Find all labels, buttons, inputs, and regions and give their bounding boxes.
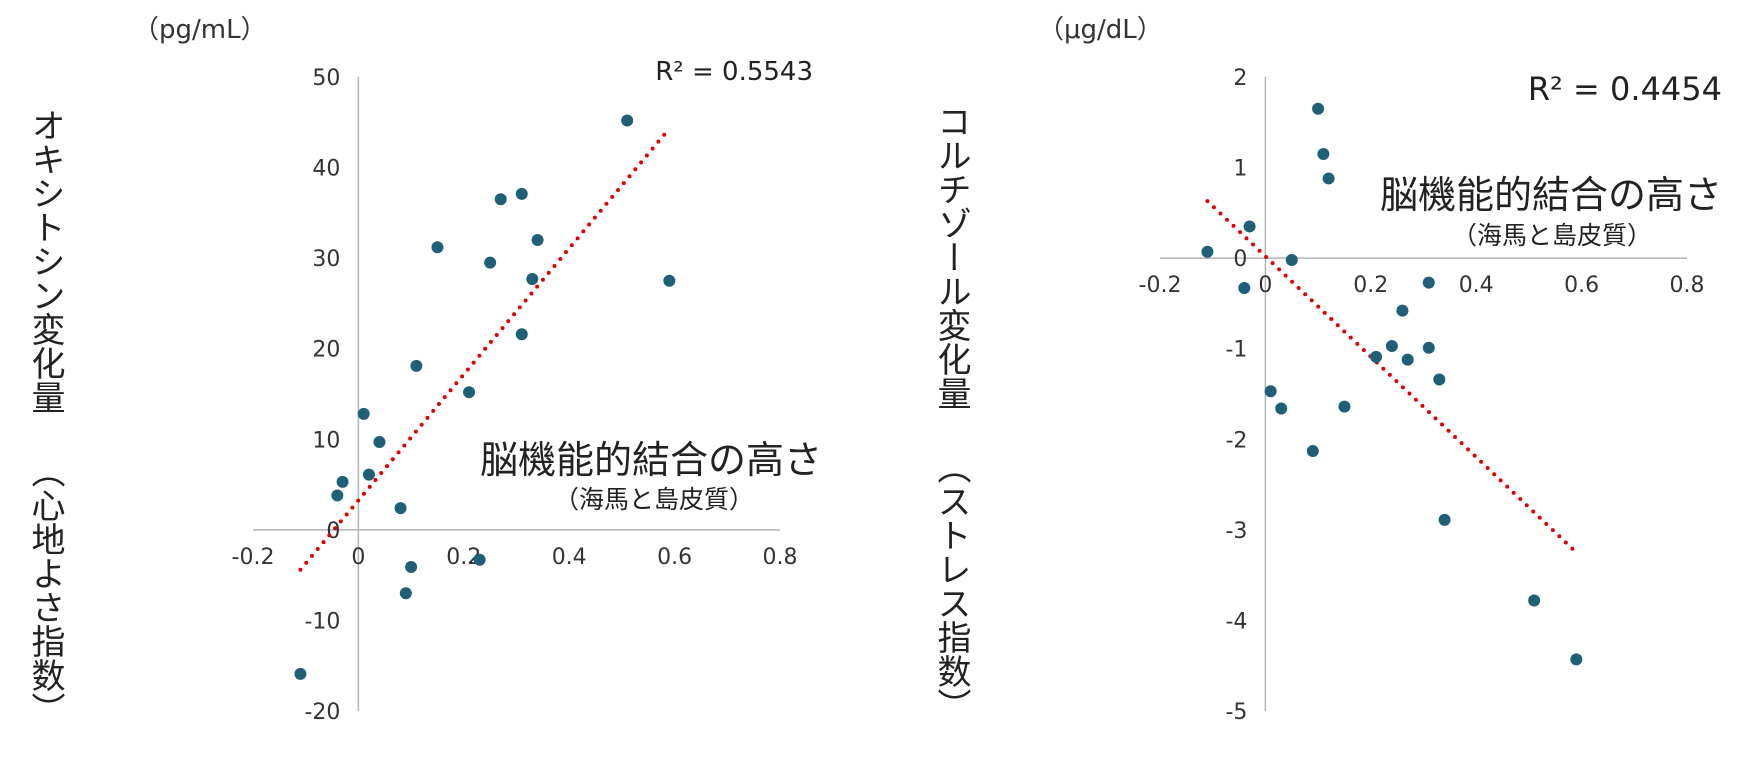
oxytocin-x-axis-title: 脳機能的結合の高さ [480, 438, 822, 482]
oxytocin-y-axis-title: オキシトシン変化量 （心地よさ指数） [25, 108, 65, 726]
cortisol-r2-label: R² = 0.4454 [1528, 70, 1722, 108]
cortisol-y-tick-label: -1 [1225, 338, 1247, 363]
cortisol-x-tick-label: 0.6 [1564, 273, 1599, 298]
cortisol-y-tick-label: 2 [1233, 66, 1247, 91]
oxytocin-data-point [405, 560, 418, 573]
oxytocin-x-tick-label: -0.2 [232, 545, 275, 570]
oxytocin-x-tick-label: 0.8 [763, 545, 798, 570]
cortisol-x-axis-title: 脳機能的結合の高さ [1380, 173, 1722, 217]
cortisol-y-tick-label: -2 [1225, 428, 1247, 453]
cortisol-x-tick-label: -0.2 [1139, 273, 1182, 298]
cortisol-data-point [1275, 402, 1288, 415]
cortisol-data-point [1396, 304, 1409, 317]
cortisol-data-point [1438, 513, 1451, 526]
oxytocin-y-tick-label: 40 [312, 157, 340, 182]
cortisol-x-tick-label: 0.2 [1353, 273, 1388, 298]
cortisol-data-point [1243, 220, 1256, 233]
oxytocin-data-point [663, 274, 676, 287]
oxytocin-x-tick-label: 0.6 [657, 545, 692, 570]
cortisol-y-tick-label: -3 [1225, 519, 1247, 544]
cortisol-data-point [1370, 350, 1383, 363]
oxytocin-data-point [515, 187, 528, 200]
oxytocin-y-tick-label: 0 [326, 519, 340, 544]
cortisol-data-point [1238, 282, 1251, 295]
cortisol-data-point [1401, 353, 1414, 366]
cortisol-y-tick-label: -4 [1225, 609, 1247, 634]
cortisol-data-point [1201, 245, 1214, 258]
oxytocin-r2-label: R² = 0.5543 [655, 57, 813, 87]
oxytocin-data-point [621, 114, 634, 127]
cortisol-y-tick-label: -5 [1225, 700, 1247, 725]
cortisol-x-axis-subtitle: （海馬と島皮質） [1452, 221, 1652, 250]
oxytocin-data-point [431, 241, 444, 254]
oxytocin-x-axis-subtitle: （海馬と島皮質） [554, 485, 754, 514]
oxytocin-data-point [463, 386, 476, 399]
cortisol-tick-labels: -0.2 0 0.2 0.4 0.6 0.8 2 1 0 -1 -2 -3 -4 -5 [1139, 66, 1705, 725]
oxytocin-y-tick-label: 50 [312, 66, 340, 91]
oxytocin-data-point [473, 553, 486, 566]
cortisol-data-point [1385, 339, 1398, 352]
oxytocin-data-point [357, 407, 370, 420]
oxytocin-data-point [399, 587, 412, 600]
cortisol-data-point [1285, 253, 1298, 266]
oxytocin-axes [253, 77, 780, 711]
oxytocin-x-tick-label: 0.4 [552, 545, 587, 570]
oxytocin-data-point [531, 234, 544, 247]
oxytocin-y-tick-label: 10 [312, 428, 340, 453]
oxytocin-data-point [394, 502, 407, 515]
cortisol-x-tick-label: 0.8 [1670, 273, 1705, 298]
oxytocin-y-tick-label: 30 [312, 247, 340, 272]
cortisol-scatter-chart: -0.2 0 0.2 0.4 0.6 0.8 2 1 0 -1 -2 -3 -4 -5 （μg/dL） R… [1038, 15, 1722, 725]
cortisol-y-unit: （μg/dL） [1038, 15, 1163, 45]
cortisol-trendline [1205, 199, 1579, 555]
cortisol-data-point [1422, 341, 1435, 354]
cortisol-data-point [1322, 172, 1335, 185]
oxytocin-trendline-line [298, 126, 672, 572]
cortisol-data-point [1317, 147, 1330, 160]
cortisol-data-point [1528, 594, 1541, 607]
oxytocin-trendline [298, 126, 672, 572]
oxytocin-data-point [410, 359, 423, 372]
cortisol-x-tick-label: 0.4 [1459, 273, 1494, 298]
oxytocin-data-point [515, 328, 528, 341]
oxytocin-data-point [336, 475, 349, 488]
cortisol-y-tick-label: 0 [1233, 247, 1247, 272]
cortisol-data-point [1422, 276, 1435, 289]
oxytocin-data-point [294, 667, 307, 680]
cortisol-data-point [1570, 653, 1583, 666]
cortisol-data-point [1433, 373, 1446, 386]
cortisol-data-points [1201, 102, 1583, 666]
oxytocin-data-point [494, 193, 507, 206]
oxytocin-data-points [294, 114, 676, 680]
oxytocin-data-point [373, 436, 386, 449]
cortisol-data-point [1312, 102, 1325, 115]
oxytocin-data-point [526, 272, 539, 285]
oxytocin-y-tick-label: -20 [304, 700, 340, 725]
cortisol-y-axis-title: コルチゾール変化量 （ストレス指数） [931, 104, 971, 722]
cortisol-trendline-line [1205, 199, 1579, 555]
oxytocin-y-tick-label: -10 [304, 609, 340, 634]
oxytocin-y-tick-label: 20 [312, 338, 340, 363]
oxytocin-x-tick-label: 0 [351, 545, 365, 570]
cortisol-x-tick-label: 0 [1258, 273, 1272, 298]
oxytocin-data-point [484, 256, 497, 269]
oxytocin-y-unit: （pg/mL） [133, 15, 267, 45]
oxytocin-data-point [362, 468, 375, 481]
cortisol-data-point [1264, 385, 1277, 398]
cortisol-data-point [1338, 400, 1351, 413]
oxytocin-data-point [331, 489, 344, 502]
cortisol-data-point [1306, 445, 1319, 458]
cortisol-y-tick-label: 1 [1233, 157, 1247, 182]
